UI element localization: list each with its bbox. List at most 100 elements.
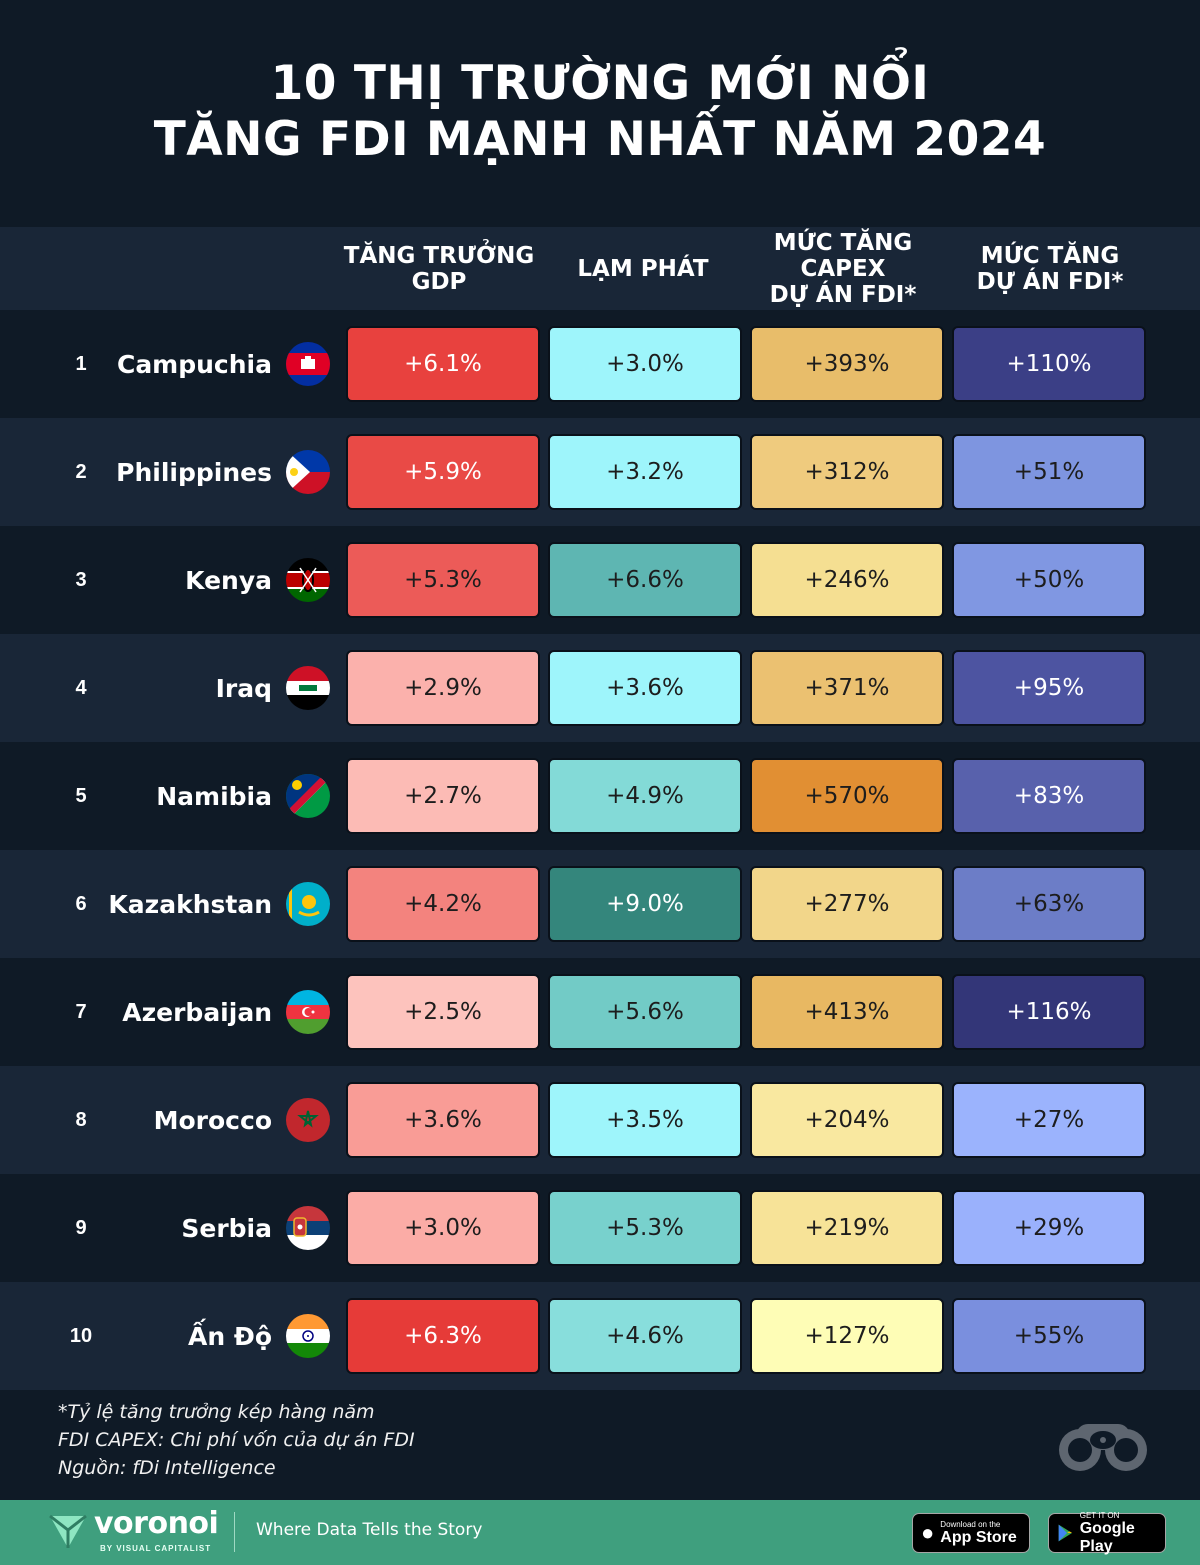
country-name: Morocco — [153, 1105, 272, 1135]
country-name: Kazakhstan — [108, 889, 272, 919]
cell-inflation: +5.3% — [548, 1190, 742, 1266]
rank-number: 8 — [75, 1108, 87, 1131]
tagline: Where Data Tells the Story — [256, 1520, 483, 1540]
column-header-projects: MỨC TĂNG DỰ ÁN FDI* — [950, 227, 1150, 310]
binoculars-mascot-icon — [1059, 1424, 1147, 1471]
cell-projects: +50% — [952, 542, 1146, 618]
kenya-flag-icon — [286, 558, 330, 602]
footnote-source: Nguồn: fDi Intelligence — [58, 1457, 276, 1479]
kazakhstan-flag-icon — [286, 882, 330, 926]
column-header-capex: MỨC TĂNG CAPEX DỰ ÁN FDI* — [746, 227, 940, 310]
table-row: 7 Azerbaijan +2.5% +5.6% +413% +116% — [0, 958, 1200, 1066]
table-row: 10 Ấn Độ +6.3% +4.6% +127% +55% — [0, 1282, 1200, 1390]
cell-gdp: +2.9% — [346, 650, 540, 726]
cambodia-flag-icon — [286, 342, 330, 386]
cell-projects: +83% — [952, 758, 1146, 834]
country-name: Philippines — [116, 457, 272, 487]
column-header-inflation-label: LẠM PHÁT — [577, 255, 709, 282]
cell-gdp: +6.3% — [346, 1298, 540, 1374]
rank-number: 7 — [75, 1000, 87, 1023]
table-header: TĂNG TRƯỞNG GDP LẠM PHÁT MỨC TĂNG CAPEX … — [0, 227, 1200, 310]
cell-capex: +277% — [750, 866, 944, 942]
morocco-flag-icon — [286, 1098, 330, 1142]
voronoi-logo-icon — [49, 1514, 87, 1548]
footnote-cagr: *Tỷ lệ tăng trưởng kép hàng năm — [58, 1401, 375, 1423]
footer-bar: voronoi BY VISUAL CAPITALIST Where Data … — [0, 1500, 1200, 1565]
app-store-button[interactable]: ● Download on the App Store — [912, 1513, 1030, 1553]
google-play-button[interactable]: GET IT ON Google Play — [1048, 1510, 1166, 1555]
google-play-icon — [1058, 1524, 1073, 1542]
table-row: 5 Namibia +2.7% +4.9% +570% +83% — [0, 742, 1200, 850]
rank-number: 6 — [75, 892, 87, 915]
table-row: 4 Iraq +2.9% +3.6% +371% +95% — [0, 634, 1200, 742]
cell-inflation: +3.2% — [548, 434, 742, 510]
title-line-2: TĂNG FDI MẠNH NHẤT NĂM 2024 — [153, 112, 1047, 167]
cell-projects: +95% — [952, 650, 1146, 726]
voronoi-logo[interactable]: voronoi BY VISUAL CAPITALIST — [46, 1506, 226, 1556]
rank-number: 9 — [75, 1216, 87, 1239]
rank-number: 2 — [75, 460, 87, 483]
rank-number: 3 — [75, 568, 87, 591]
cell-inflation: +9.0% — [548, 866, 742, 942]
cell-capex: +413% — [750, 974, 944, 1050]
google-play-label: Google Play — [1079, 1519, 1135, 1555]
column-header-gdp: TĂNG TRƯỞNG GDP — [342, 227, 536, 310]
country-name: Namibia — [156, 781, 272, 811]
app-store-label: App Store — [940, 1528, 1017, 1546]
cell-gdp: +3.6% — [346, 1082, 540, 1158]
footer-divider — [234, 1512, 235, 1552]
cell-gdp: +3.0% — [346, 1190, 540, 1266]
india-flag-icon — [286, 1314, 330, 1358]
cell-inflation: +5.6% — [548, 974, 742, 1050]
namibia-flag-icon — [286, 774, 330, 818]
column-header-projects-label: MỨC TĂNG DỰ ÁN FDI* — [976, 242, 1124, 295]
cell-inflation: +3.5% — [548, 1082, 742, 1158]
country-name: Serbia — [181, 1213, 272, 1243]
philippines-flag-icon — [286, 450, 330, 494]
country-name: Azerbaijan — [122, 997, 272, 1027]
cell-capex: +393% — [750, 326, 944, 402]
page-title: 10 THỊ TRƯỜNG MỚI NỔI TĂNG FDI MẠNH NHẤT… — [0, 56, 1200, 168]
footnotes: *Tỷ lệ tăng trưởng kép hàng năm FDI CAPE… — [58, 1398, 415, 1482]
cell-capex: +246% — [750, 542, 944, 618]
cell-capex: +371% — [750, 650, 944, 726]
cell-gdp: +2.7% — [346, 758, 540, 834]
column-header-inflation: LẠM PHÁT — [546, 227, 740, 310]
rank-number: 4 — [75, 676, 87, 699]
apple-icon: ● — [921, 1520, 935, 1545]
country-name: Iraq — [215, 673, 272, 703]
cell-projects: +51% — [952, 434, 1146, 510]
rank-number: 1 — [75, 352, 87, 375]
serbia-flag-icon — [286, 1206, 330, 1250]
cell-capex: +570% — [750, 758, 944, 834]
iraq-flag-icon — [286, 666, 330, 710]
cell-capex: +219% — [750, 1190, 944, 1266]
cell-projects: +27% — [952, 1082, 1146, 1158]
cell-capex: +204% — [750, 1082, 944, 1158]
cell-projects: +29% — [952, 1190, 1146, 1266]
google-play-small-label: GET IT ON — [1079, 1510, 1120, 1520]
footnote-capex: FDI CAPEX: Chi phí vốn của dự án FDI — [58, 1429, 415, 1451]
cell-gdp: +5.9% — [346, 434, 540, 510]
cell-inflation: +4.6% — [548, 1298, 742, 1374]
cell-gdp: +6.1% — [346, 326, 540, 402]
rank-number: 5 — [75, 784, 87, 807]
column-header-gdp-label: TĂNG TRƯỞNG GDP — [343, 242, 535, 295]
cell-projects: +63% — [952, 866, 1146, 942]
brand-subtitle: BY VISUAL CAPITALIST — [100, 1544, 212, 1553]
cell-gdp: +4.2% — [346, 866, 540, 942]
table-row: 8 Morocco +3.6% +3.5% +204% +27% — [0, 1066, 1200, 1174]
cell-projects: +55% — [952, 1298, 1146, 1374]
cell-projects: +116% — [952, 974, 1146, 1050]
rank-number: 10 — [69, 1324, 93, 1347]
azerbaijan-flag-icon — [286, 990, 330, 1034]
cell-capex: +312% — [750, 434, 944, 510]
table-row: 1 Campuchia +6.1% +3.0% +393% +110% — [0, 310, 1200, 418]
column-header-capex-label: MỨC TĂNG CAPEX DỰ ÁN FDI* — [769, 229, 917, 308]
cell-inflation: +3.0% — [548, 326, 742, 402]
cell-inflation: +4.9% — [548, 758, 742, 834]
cell-projects: +110% — [952, 326, 1146, 402]
country-name: Ấn Độ — [188, 1321, 272, 1351]
cell-inflation: +3.6% — [548, 650, 742, 726]
table-row: 2 Philippines +5.9% +3.2% +312% +51% — [0, 418, 1200, 526]
